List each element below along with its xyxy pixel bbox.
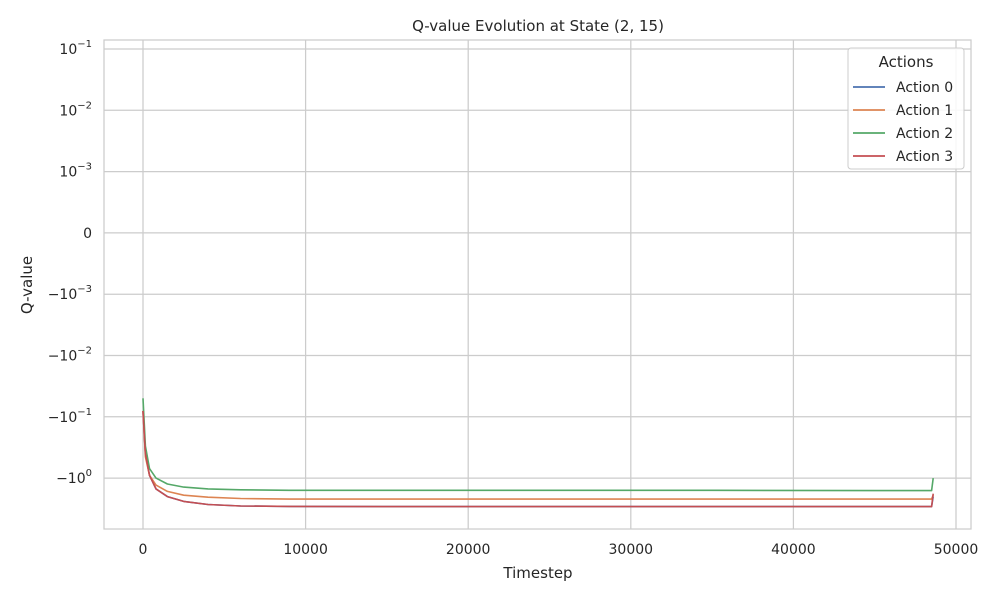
x-tick-label: 30000 [609,542,654,558]
y-tick-label: −10−3 [48,284,92,303]
legend-items: Action 0 Action 1 Action 2 Action 3 [853,80,953,165]
x-tick-label: 0 [139,542,148,558]
y-tick-labels: 10−1 10−2 10−3 0 −10−3 −10−2 −10−1 −100 [48,39,92,487]
legend-label: Action 0 [896,80,953,96]
y-tick-label: 10−3 [59,162,92,181]
legend-label: Action 2 [896,126,953,142]
x-tick-label: 40000 [771,542,816,558]
legend: Actions Action 0 Action 1 Action 2 Action 3 [847,47,965,170]
y-tick-label: 0 [83,226,92,242]
plot-area [103,39,972,530]
x-tick-label: 20000 [446,542,491,558]
y-tick-label: −10−2 [48,346,92,365]
y-axis-label: Q-value [18,256,36,314]
x-tick-label: 50000 [934,542,979,558]
legend-box [847,47,965,170]
series-lines [142,398,934,508]
y-tick-label: −100 [56,468,92,487]
x-tick-label: 10000 [283,542,328,558]
y-tick-label: 10−1 [59,39,92,58]
legend-label: Action 1 [896,103,953,119]
chart-title: Q-value Evolution at State (2, 15) [412,17,664,35]
y-tick-label: −10−1 [48,407,92,426]
x-axis-label: Timestep [502,564,572,582]
series-line-action-2 [142,398,934,492]
legend-label: Action 3 [896,149,953,165]
series-line-action-3 [142,410,934,508]
legend-title: Actions [879,53,934,71]
x-tick-labels: 0 10000 20000 30000 40000 50000 [139,542,979,558]
y-tick-label: 10−2 [59,100,92,119]
